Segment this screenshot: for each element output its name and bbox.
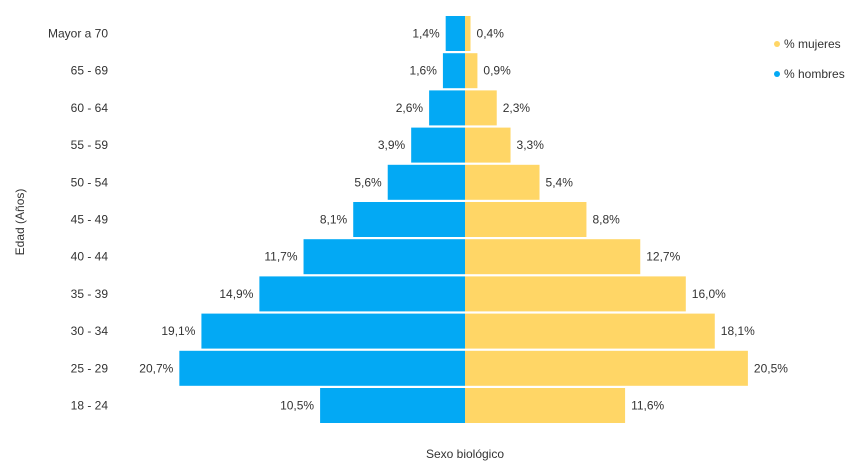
y-tick-label: 35 - 39 bbox=[71, 287, 109, 301]
data-label-hombres-25-29: 20,7% bbox=[139, 361, 173, 375]
data-label-mujeres-30-34: 18,1% bbox=[721, 324, 755, 338]
legend-swatch-mujeres bbox=[774, 41, 780, 47]
bar-mujeres-60-64[interactable] bbox=[465, 90, 497, 126]
y-tick-label: 18 - 24 bbox=[71, 399, 109, 413]
data-label-hombres-mayor-a-70: 1,4% bbox=[412, 27, 440, 41]
y-axis-title: Edad (Años) bbox=[13, 189, 27, 256]
bar-hombres-35-39[interactable] bbox=[259, 276, 465, 312]
data-label-mujeres-55-59: 3,3% bbox=[517, 138, 545, 152]
y-tick-labels: Mayor a 70 65 - 69 60 - 64 55 - 59 50 - 54 45… bbox=[48, 27, 108, 413]
y-tick-label: 45 - 49 bbox=[71, 213, 109, 227]
bar-mujeres-40-44[interactable] bbox=[465, 239, 641, 275]
bar-mujeres-50-54[interactable] bbox=[465, 164, 540, 200]
bar-hombres-50-54[interactable] bbox=[387, 164, 465, 200]
bar-hombres-30-34[interactable] bbox=[201, 313, 466, 349]
data-label-hombres-55-59: 3,9% bbox=[378, 138, 406, 152]
labels-layer: 0,4% 1,4% 0,9% 1,6% 2,3% 2,6% 3,3% 3,9% 5,4% 5,6%… bbox=[139, 27, 788, 413]
data-label-hombres-18-24: 10,5% bbox=[280, 399, 314, 413]
bar-hombres-65-69[interactable] bbox=[442, 53, 465, 89]
bar-mujeres-18-24[interactable] bbox=[465, 388, 626, 423]
x-axis-title: Sexo biológico bbox=[426, 447, 504, 461]
legend-label-mujeres: % mujeres bbox=[784, 37, 841, 51]
y-tick-label: 40 - 44 bbox=[71, 250, 109, 264]
bar-mujeres-30-34[interactable] bbox=[465, 313, 715, 349]
y-tick-label: Mayor a 70 bbox=[48, 27, 108, 41]
data-label-mujeres-35-39: 16,0% bbox=[692, 287, 726, 301]
data-label-hombres-30-34: 19,1% bbox=[161, 324, 195, 338]
data-label-hombres-35-39: 14,9% bbox=[219, 287, 253, 301]
bar-hombres-25-29[interactable] bbox=[179, 350, 465, 386]
y-tick-label: 60 - 64 bbox=[71, 101, 109, 115]
data-label-hombres-65-69: 1,6% bbox=[410, 64, 438, 78]
y-tick-label: 25 - 29 bbox=[71, 361, 109, 375]
data-label-mujeres-65-69: 0,9% bbox=[483, 64, 511, 78]
bar-mujeres-25-29[interactable] bbox=[465, 350, 748, 386]
data-label-mujeres-40-44: 12,7% bbox=[646, 250, 680, 264]
bar-hombres-45-49[interactable] bbox=[353, 202, 465, 237]
data-label-mujeres-18-24: 11,6% bbox=[631, 399, 664, 413]
legend-label-hombres: % hombres bbox=[784, 67, 845, 81]
legend: % mujeres % hombres bbox=[774, 37, 845, 81]
y-tick-label: 55 - 59 bbox=[71, 138, 109, 152]
data-label-hombres-45-49: 8,1% bbox=[320, 213, 348, 227]
bar-hombres-55-59[interactable] bbox=[411, 127, 465, 163]
bar-hombres-18-24[interactable] bbox=[320, 388, 465, 423]
bar-hombres-mayor-a-70[interactable] bbox=[445, 16, 465, 51]
data-label-mujeres-60-64: 2,3% bbox=[503, 101, 531, 115]
y-tick-label: 30 - 34 bbox=[71, 324, 109, 338]
data-label-mujeres-50-54: 5,4% bbox=[546, 175, 574, 189]
data-label-hombres-40-44: 11,7% bbox=[264, 250, 297, 264]
bars-layer bbox=[179, 16, 748, 423]
legend-item-mujeres[interactable]: % mujeres bbox=[774, 37, 841, 51]
data-label-mujeres-mayor-a-70: 0,4% bbox=[477, 27, 505, 41]
bar-hombres-40-44[interactable] bbox=[303, 239, 465, 275]
legend-swatch-hombres bbox=[774, 71, 780, 77]
data-label-mujeres-25-29: 20,5% bbox=[754, 361, 788, 375]
bar-mujeres-35-39[interactable] bbox=[465, 276, 686, 312]
bar-hombres-60-64[interactable] bbox=[429, 90, 465, 126]
legend-item-hombres[interactable]: % hombres bbox=[774, 67, 845, 81]
bar-mujeres-mayor-a-70[interactable] bbox=[465, 16, 471, 51]
bar-mujeres-55-59[interactable] bbox=[465, 127, 511, 163]
bar-mujeres-45-49[interactable] bbox=[465, 202, 587, 237]
data-label-hombres-50-54: 5,6% bbox=[354, 175, 382, 189]
y-tick-label: 65 - 69 bbox=[71, 64, 109, 78]
y-tick-label: 50 - 54 bbox=[71, 175, 109, 189]
data-label-hombres-60-64: 2,6% bbox=[396, 101, 424, 115]
bar-mujeres-65-69[interactable] bbox=[465, 53, 478, 89]
data-label-mujeres-45-49: 8,8% bbox=[592, 213, 620, 227]
